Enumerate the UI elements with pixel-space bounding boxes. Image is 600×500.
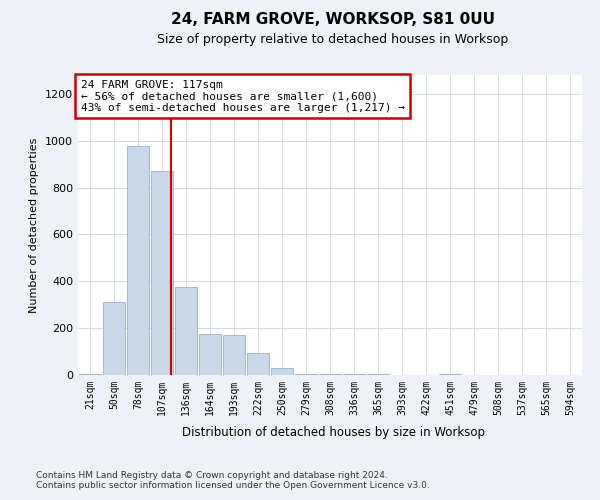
- Text: 24, FARM GROVE, WORKSOP, S81 0UU: 24, FARM GROVE, WORKSOP, S81 0UU: [171, 12, 495, 28]
- Bar: [367, 374, 389, 375]
- Bar: [175, 287, 197, 375]
- Bar: [127, 146, 149, 375]
- Text: 24 FARM GROVE: 117sqm
← 56% of detached houses are smaller (1,600)
43% of semi-d: 24 FARM GROVE: 117sqm ← 56% of detached …: [80, 80, 404, 112]
- Text: Size of property relative to detached houses in Worksop: Size of property relative to detached ho…: [157, 32, 509, 46]
- Text: Distribution of detached houses by size in Worksop: Distribution of detached houses by size …: [182, 426, 485, 439]
- Bar: [223, 335, 245, 375]
- Bar: [103, 302, 125, 375]
- Bar: [199, 334, 221, 375]
- Bar: [271, 368, 293, 375]
- Bar: [319, 374, 341, 375]
- Bar: [247, 352, 269, 375]
- Text: Contains HM Land Registry data © Crown copyright and database right 2024.
Contai: Contains HM Land Registry data © Crown c…: [36, 470, 430, 490]
- Bar: [151, 171, 173, 375]
- Bar: [295, 374, 317, 375]
- Y-axis label: Number of detached properties: Number of detached properties: [29, 138, 40, 312]
- Bar: [343, 374, 365, 375]
- Bar: [439, 374, 461, 375]
- Bar: [79, 374, 101, 375]
